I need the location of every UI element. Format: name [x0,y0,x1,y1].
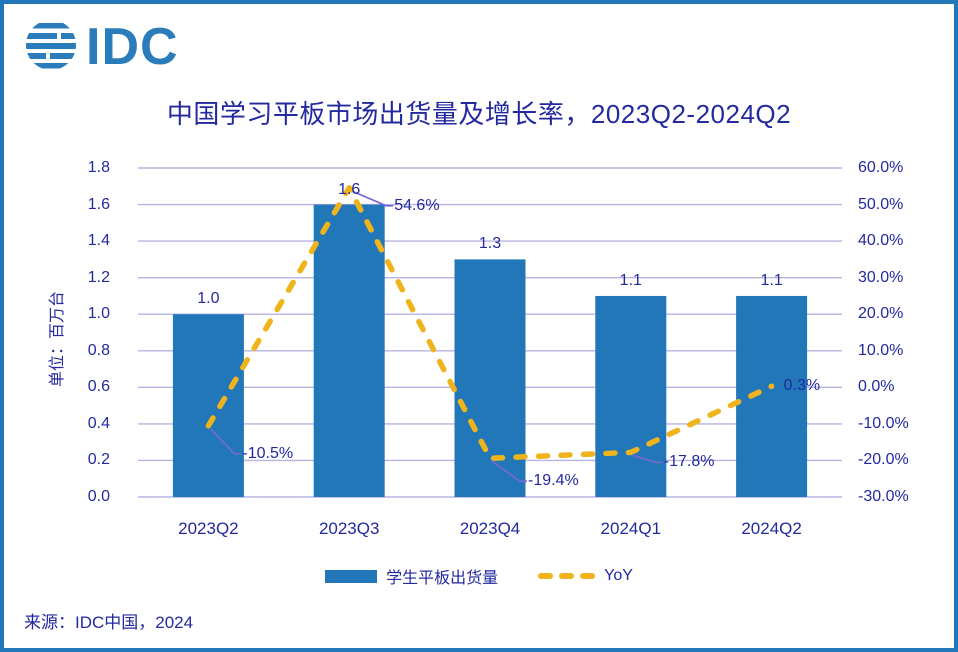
yoy-value-label: -19.4% [528,472,579,490]
bar-series-swatch [325,569,378,583]
right-axis-tick: 30.0% [858,268,904,286]
yoy-line [205,184,775,462]
x-axis-label: 2023Q3 [318,519,380,538]
right-axis-tick: 40.0% [858,232,904,250]
yoy-value-label: 54.6% [394,196,440,214]
chart-canvas: IDC 中国学习平板市场出货量及增长率，2023Q2-2024Q2 单位：百万台… [4,4,954,648]
left-axis-tick: 1.4 [87,232,110,250]
chart-title: 中国学习平板市场出货量及增长率，2023Q2-2024Q2 [166,99,792,129]
label-leader-line [209,428,242,455]
right-axis-tick: 20.0% [858,305,904,323]
right-axis-tick: 0.0% [858,378,895,396]
bar-value-label: 1.6 [338,180,361,198]
bar-value-label: 1.1 [760,271,783,289]
left-axis-tick: 0.2 [87,451,110,469]
x-axis-label: 2023Q2 [178,519,239,538]
left-axis-tick: 1.0 [87,305,110,323]
chart-plot-area [138,167,842,498]
idc-globe-icon [26,23,76,69]
left-axis-tick: 0.8 [87,341,110,359]
right-axis-tick: 10.0% [858,341,904,359]
bar-2023Q2 [172,314,244,497]
x-axis-label: 2024Q1 [600,519,662,538]
idc-logo-text: IDC [86,18,179,74]
yoy-value-label: 0.3% [783,377,821,395]
left-axis-tick: 0.6 [87,378,110,396]
right-axis-tick: -10.0% [858,414,909,432]
left-axis-tick: 0.4 [87,414,110,432]
bar-value-label: 1.1 [619,271,642,289]
legend-item-yoy: YoY [538,567,633,585]
label-leader-line [350,189,394,207]
x-axis-label: 2023Q4 [459,519,521,538]
yoy-value-label: -17.8% [663,453,715,471]
label-leader-line [632,454,663,464]
bar-series-label: 学生平板出货量 [386,570,499,587]
bar-2024Q2 [736,295,808,497]
legend-item-shipments: 学生平板出货量 [325,564,498,588]
yoy-series-swatch [538,572,596,580]
left-axis-tick: 1.6 [87,195,110,213]
idc-logo: IDC [26,18,179,74]
right-axis-tick: 60.0% [858,159,904,176]
left-axis-tick: 0.0 [87,488,110,505]
bar-2023Q3 [313,204,385,498]
legend: 学生平板出货量 YoY [4,564,954,588]
bar-2023Q4 [454,259,526,497]
source-note: 来源：IDC中国，2024 [24,613,194,632]
left-axis-tick: 1.8 [87,159,110,176]
label-leader-line [491,460,527,483]
bar-2024Q1 [595,295,667,497]
yoy-series-label: YoY [604,567,633,584]
bar-value-label: 1.0 [197,290,220,308]
right-axis-tick: 50.0% [858,195,904,213]
bar-value-label: 1.3 [478,235,502,253]
right-axis-tick: -30.0% [858,488,909,505]
right-axis-tick: -20.0% [858,451,909,469]
left-axis-tick: 1.2 [87,268,110,286]
yoy-value-label: -10.5% [242,444,294,462]
x-axis-label: 2024Q2 [741,519,802,538]
